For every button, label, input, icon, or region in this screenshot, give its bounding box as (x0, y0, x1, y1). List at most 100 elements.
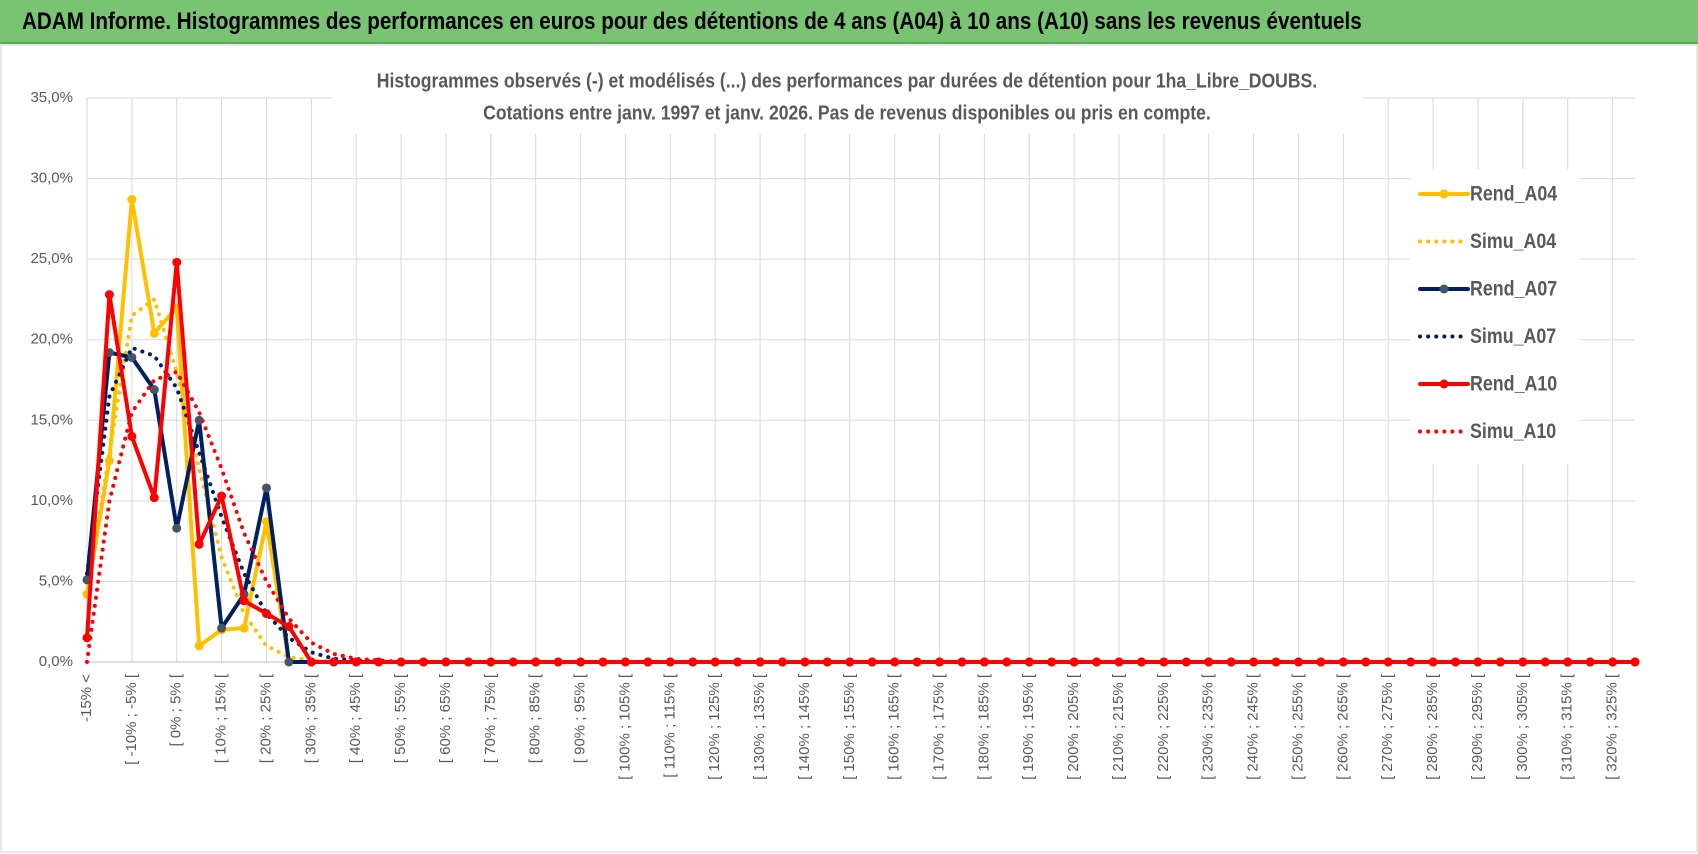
observed-line (85, 350, 1637, 664)
x-tick-label: [ 200% ; 205% [ (1065, 673, 1082, 780)
point (935, 657, 945, 667)
x-tick-label: [ 240% ; 245% [ (1245, 673, 1262, 780)
model-line (85, 297, 1637, 664)
x-tick-label: [ 280% ; 285% [ (1424, 673, 1441, 780)
x-tick-label: [ 220% ; 225% [ (1155, 673, 1172, 780)
x-tick-label: [ 150% ; 155% [ (841, 673, 858, 780)
point (284, 622, 294, 632)
point (486, 657, 496, 667)
x-tick-label: [ 300% ; 305% [ (1514, 673, 1531, 780)
model-line (85, 345, 1637, 664)
x-tick-label: [ 60% ; 65% [ (437, 673, 454, 763)
point (1338, 657, 1348, 667)
point (1428, 657, 1438, 667)
x-tick-label: [ 120% ; 125% [ (706, 673, 723, 780)
point (306, 657, 316, 667)
y-tick-label: 20,0% (30, 331, 73, 348)
chart-subtitle: Cotations entre janv. 1997 et janv. 2026… (483, 101, 1211, 123)
x-tick-label: [ 70% ; 75% [ (482, 673, 499, 763)
x-tick-label: [ 180% ; 185% [ (975, 673, 992, 780)
point (957, 657, 967, 667)
point (867, 657, 877, 667)
x-tick-label: [ 130% ; 135% [ (751, 673, 768, 780)
point (1630, 657, 1640, 667)
point (172, 523, 182, 533)
point (777, 657, 787, 667)
point (1540, 657, 1550, 667)
point (217, 491, 227, 501)
x-tick-label: [ 40% ; 45% [ (347, 673, 364, 763)
y-tick-label: 15,0% (30, 411, 73, 428)
point (127, 195, 137, 205)
point (1563, 657, 1573, 667)
point (261, 483, 271, 493)
legend-label: Rend_A04 (1470, 182, 1557, 206)
observed-line (85, 260, 1637, 664)
point (82, 633, 92, 643)
x-tick-label: [ 320% ; 325% [ (1604, 673, 1621, 780)
x-tick-label: [ 190% ; 195% [ (1020, 673, 1037, 780)
x-tick-label: [ 100% ; 105% [ (616, 673, 633, 780)
x-tick-label: [ 20% ; 25% [ (257, 673, 274, 763)
point (172, 257, 182, 267)
x-tick-label: [ -10% ; -5% [ (123, 673, 140, 765)
x-tick-label: -15% < (78, 674, 95, 722)
point (127, 352, 137, 362)
x-tick-label: [ 80% ; 85% [ (527, 673, 544, 763)
legend-marker (1439, 189, 1449, 199)
point (194, 415, 204, 425)
point (239, 596, 249, 606)
chart: 0,0% 5,0% 10,0% 15,0% 20,0% 25,0% 30,0% 35,0% -1… (0, 44, 1698, 853)
x-tick-label: [ 160% ; 165% [ (886, 673, 903, 780)
banner: ADAM Informe. Histogrammes des performan… (0, 0, 1698, 44)
point (284, 657, 294, 667)
y-tick-label: 5,0% (39, 572, 73, 589)
x-tick-label: [ 230% ; 235% [ (1200, 673, 1217, 780)
y-tick-label: 10,0% (30, 492, 73, 509)
point (553, 657, 563, 667)
x-tick-label: [ 10% ; 15% [ (213, 673, 230, 763)
x-tick-label: [ 50% ; 55% [ (392, 673, 409, 763)
point (688, 657, 698, 667)
point (979, 657, 989, 667)
point (261, 609, 271, 619)
legend-label: Rend_A10 (1470, 372, 1557, 396)
point (1249, 657, 1259, 667)
point (239, 623, 249, 633)
point (396, 657, 406, 667)
point (1069, 657, 1079, 667)
legend-label: Simu_A04 (1470, 230, 1556, 254)
x-tick-label: [ 270% ; 275% [ (1379, 673, 1396, 780)
chart-frame (0, 44, 1698, 853)
point (194, 641, 204, 651)
x-tick-label: [ 290% ; 295% [ (1469, 673, 1486, 780)
model-line (85, 369, 1637, 664)
legend-background (1410, 169, 1580, 464)
title-background (332, 62, 1362, 134)
point (643, 657, 653, 667)
x-tick-label: [ 30% ; 35% [ (302, 673, 319, 763)
x-tick-label: [ 210% ; 215% [ (1110, 673, 1127, 780)
x-tick-label: [ 110% ; 115% [ (661, 673, 678, 778)
point (127, 431, 137, 441)
point (194, 539, 204, 549)
point (1136, 657, 1146, 667)
point (1361, 657, 1371, 667)
x-tick-label: [ 90% ; 95% [ (572, 673, 589, 763)
y-tick-label: 0,0% (39, 653, 73, 670)
x-tick-label: [ 140% ; 145% [ (796, 673, 813, 780)
point (845, 657, 855, 667)
point (1226, 657, 1236, 667)
y-tick-label: 30,0% (30, 170, 73, 187)
x-tick-label: [ 0% ; 5% [ (168, 673, 185, 746)
x-tick-label: [ 310% ; 315% [ (1559, 673, 1576, 780)
point (149, 385, 159, 395)
point (1271, 657, 1281, 667)
legend-label: Rend_A07 (1470, 277, 1557, 301)
point (217, 623, 227, 633)
point (1451, 657, 1461, 667)
x-tick-label: [ 260% ; 265% [ (1334, 673, 1351, 780)
point (463, 657, 473, 667)
legend-label: Simu_A07 (1470, 325, 1556, 349)
